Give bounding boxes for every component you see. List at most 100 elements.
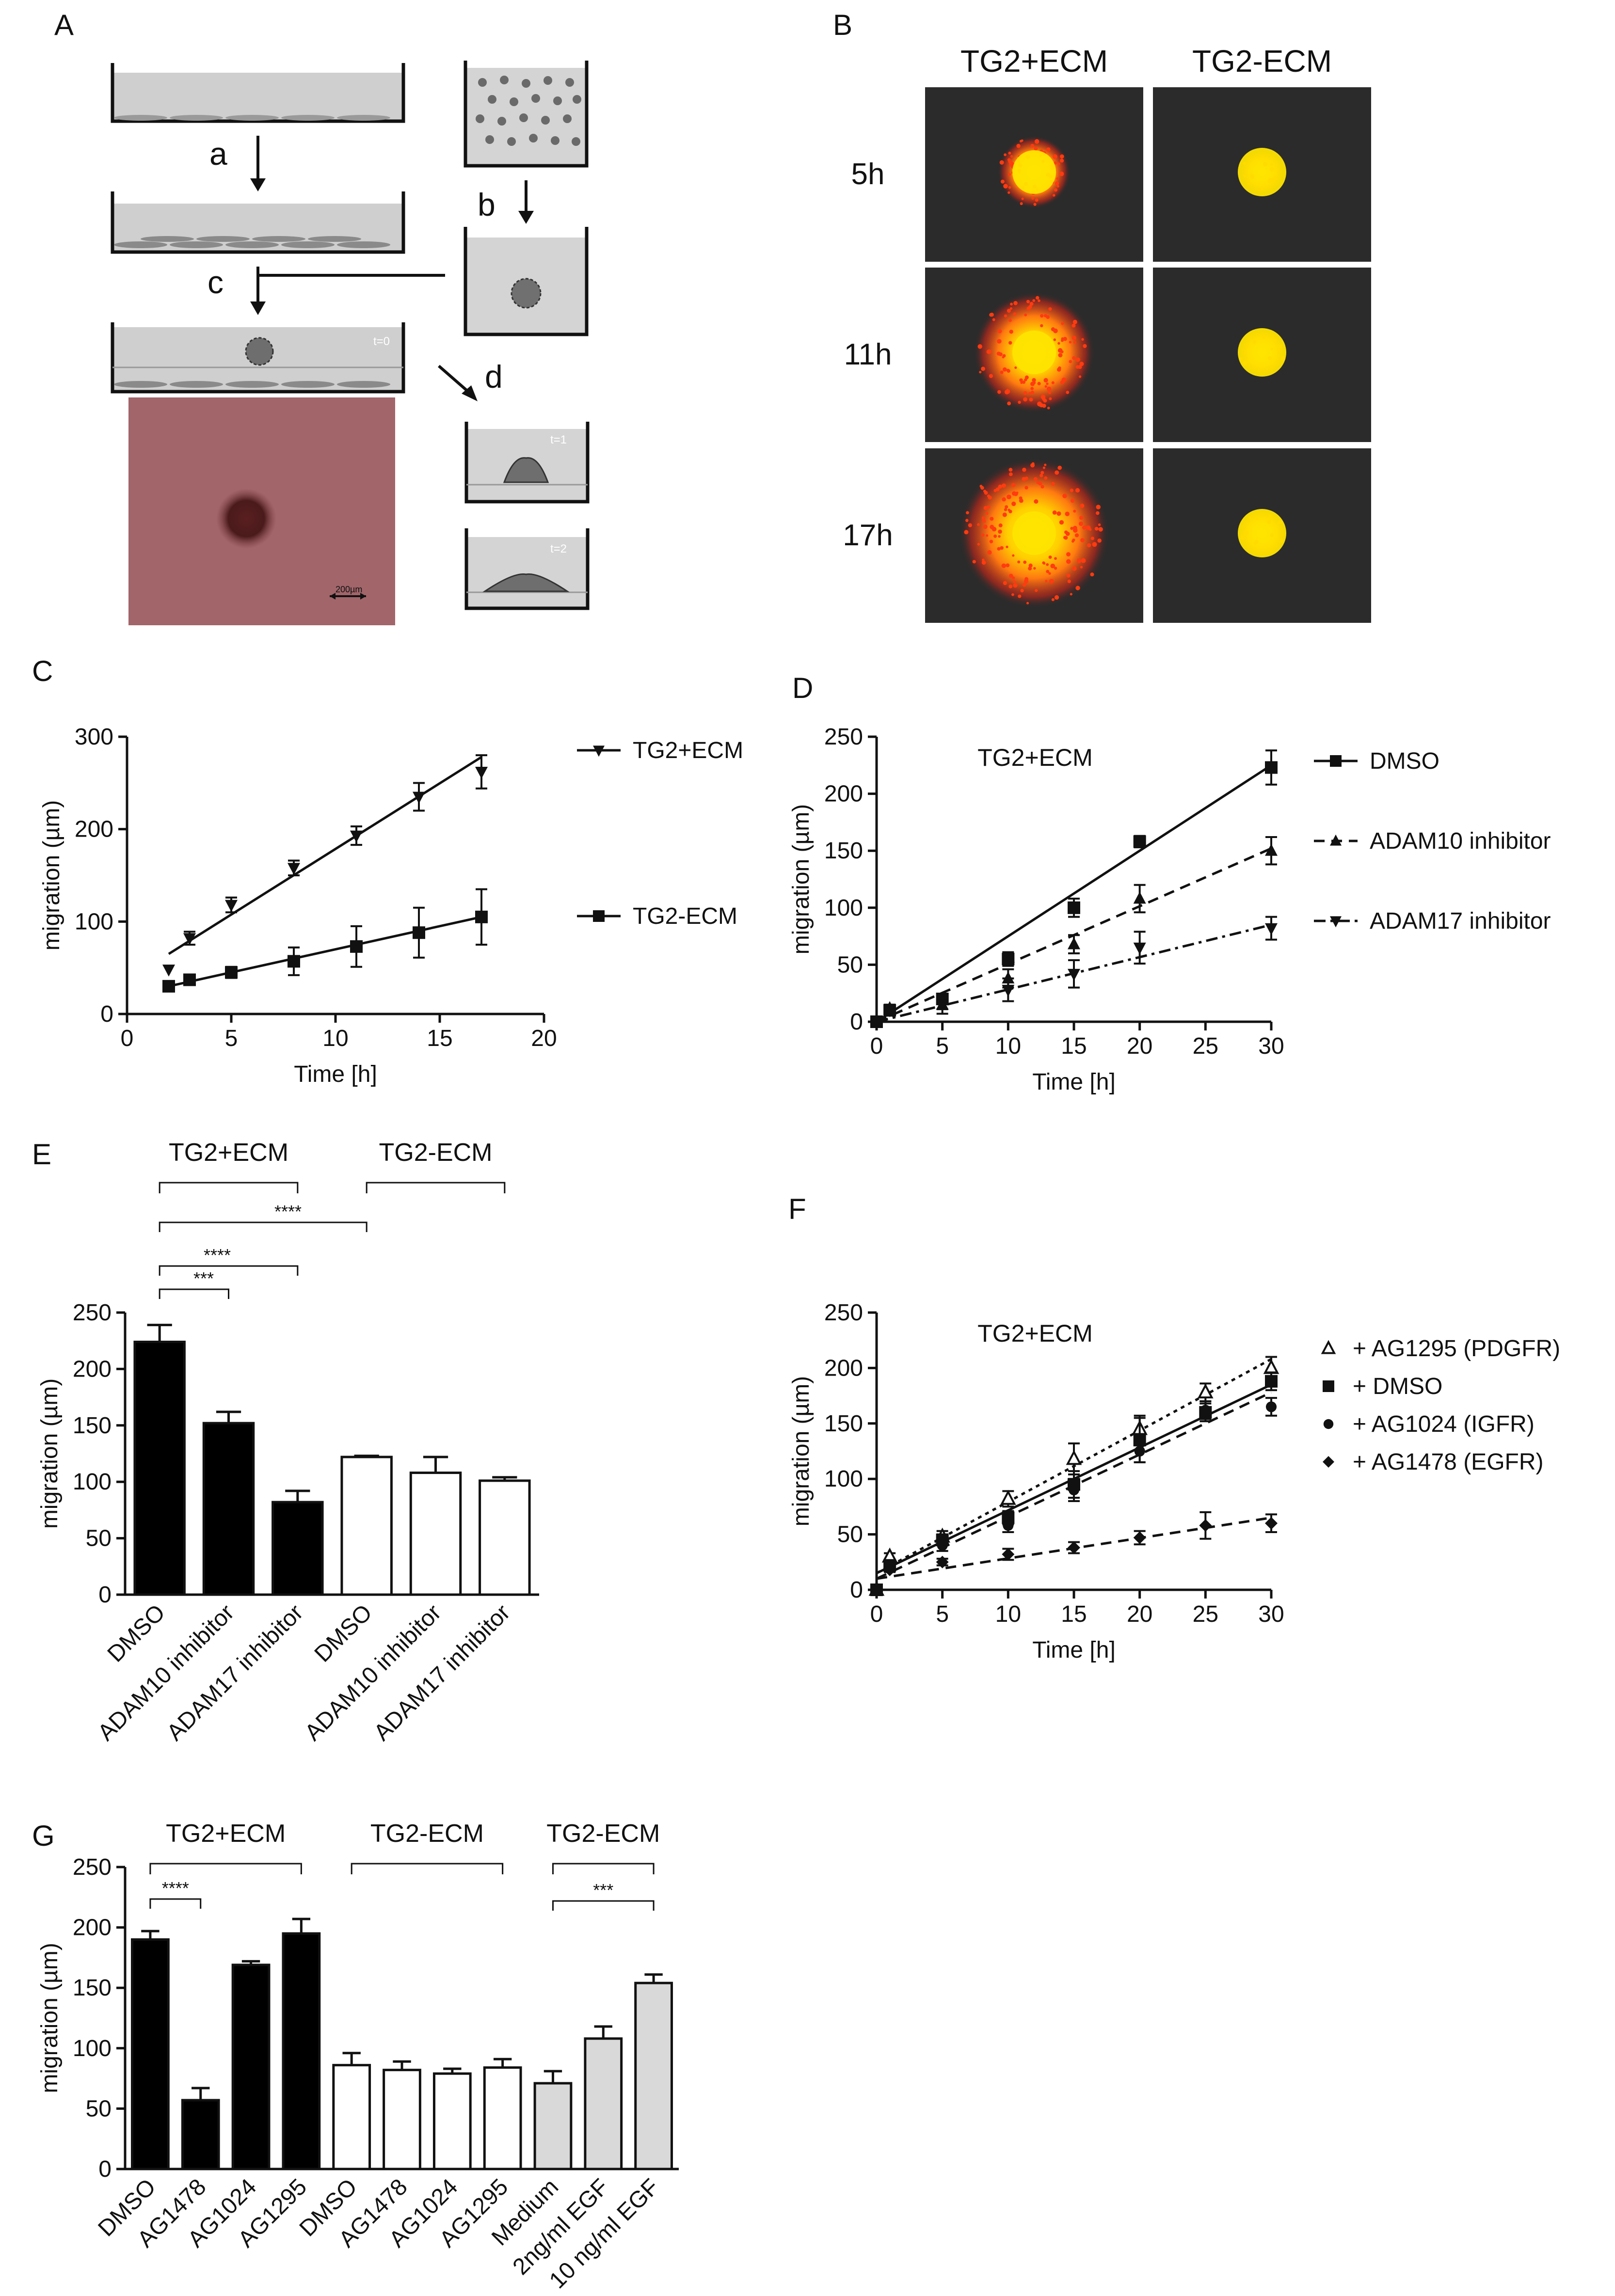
migrating-cell — [997, 547, 1001, 551]
data-point — [1068, 968, 1080, 981]
migrating-cell — [1054, 161, 1057, 165]
migrating-cell — [1096, 511, 1100, 515]
migrating-cell — [1040, 314, 1044, 318]
data-point — [183, 933, 196, 945]
legend-entry: + AG1024 (IGFR) — [1323, 1411, 1535, 1437]
bar — [332, 2064, 371, 2170]
migrating-cell — [1069, 341, 1072, 344]
migrating-cell — [1096, 505, 1101, 509]
migrating-cell — [1064, 536, 1068, 540]
migrating-cell — [1005, 505, 1008, 509]
x-tick-label: 25 — [1193, 1601, 1218, 1627]
x-tick-label: 10 — [322, 1026, 348, 1051]
bar — [202, 1422, 255, 1596]
significance-label: *** — [593, 1880, 613, 1900]
migrating-cell — [1090, 572, 1094, 577]
migrating-cell — [987, 550, 992, 555]
significance-label: *** — [193, 1268, 214, 1288]
migrating-cell — [1054, 567, 1057, 570]
y-tick-label: 300 — [75, 724, 113, 750]
migrating-cell — [1020, 202, 1023, 206]
migrating-cell — [985, 512, 989, 515]
migrating-cell — [1012, 491, 1017, 496]
migrating-cell — [1057, 162, 1060, 165]
data-point — [350, 940, 363, 953]
migrating-cell — [1060, 154, 1064, 158]
migrating-cell — [1019, 378, 1023, 382]
migrating-cell — [1016, 491, 1019, 494]
migrating-cell — [1069, 360, 1072, 364]
bar — [409, 1472, 462, 1596]
migrating-cell — [981, 533, 985, 537]
data-point — [1265, 923, 1278, 935]
migrating-cell — [1079, 362, 1084, 366]
migrating-cell — [1034, 139, 1039, 144]
migrating-cell — [1077, 558, 1080, 561]
migrating-cell — [1023, 397, 1027, 402]
y-tick-label: 100 — [73, 2036, 112, 2061]
migrating-cell — [990, 524, 994, 529]
data-point — [183, 973, 196, 986]
migrating-cell — [1083, 344, 1087, 348]
migrating-cell — [1054, 557, 1057, 560]
migrating-cell — [982, 519, 986, 523]
significance-bracket — [159, 1288, 229, 1299]
bar — [634, 1981, 673, 2170]
migrating-cell — [1005, 390, 1009, 395]
migrating-cell — [1051, 381, 1055, 384]
migrating-cell — [1008, 472, 1013, 476]
panel-b-microscopy: TG2+ECM TG2-ECM 5h 11h 17h — [843, 44, 1371, 623]
data-point — [1134, 1445, 1145, 1457]
migrating-cell — [1078, 375, 1082, 378]
y-tick-label: 250 — [73, 1854, 112, 1880]
migrating-cell — [1002, 512, 1007, 517]
legend-entry: + AG1478 (EGFR) — [1323, 1449, 1544, 1475]
migrating-cell — [996, 351, 1001, 356]
panel-letter-b: B — [833, 9, 852, 41]
legend-entry: ADAM17 inhibitor — [1314, 908, 1551, 934]
data-point — [937, 1540, 948, 1551]
migrating-cell — [1035, 589, 1038, 592]
migrating-cell — [1000, 179, 1005, 184]
y-tick-label: 0 — [850, 1577, 863, 1603]
y-tick-label: 200 — [73, 1915, 112, 1941]
migrating-cell — [1007, 508, 1010, 511]
x-axis-label: Time [h] — [1032, 1069, 1116, 1095]
spheroid-core — [1238, 148, 1286, 196]
y-axis-label: migration (µm) — [788, 804, 814, 954]
legend-entry: TG2-ECM — [577, 903, 737, 929]
migrating-cell — [1079, 516, 1084, 520]
migrating-cell — [977, 344, 982, 349]
migrating-cell — [1029, 397, 1033, 402]
data-point — [1198, 1383, 1214, 1399]
migrating-cell — [1097, 538, 1102, 543]
migrating-cell — [964, 530, 969, 535]
data-point — [1265, 1517, 1278, 1530]
data-point — [162, 965, 175, 977]
data-point — [1002, 1548, 1015, 1561]
migrating-cell — [1000, 370, 1004, 374]
migrating-cell — [977, 543, 980, 546]
series-0 — [162, 754, 488, 977]
migrating-cell — [989, 374, 993, 378]
migrating-cell — [1007, 309, 1011, 313]
migrating-cell — [1072, 525, 1077, 531]
data-point — [162, 980, 175, 993]
migrating-cell — [1010, 302, 1013, 306]
panel-letter-g: G — [32, 1820, 55, 1852]
migrating-cell — [977, 523, 980, 526]
data-point — [883, 1005, 896, 1017]
bar — [340, 1456, 393, 1596]
migrating-cell — [1057, 348, 1063, 353]
migrating-cell — [1026, 300, 1030, 303]
migrating-cell — [989, 539, 993, 543]
migrating-cell — [1055, 181, 1059, 186]
migrating-cell — [1035, 198, 1039, 202]
migrating-cell — [1006, 545, 1008, 548]
migrating-cell — [1009, 318, 1012, 321]
migrating-cell — [1059, 520, 1064, 525]
y-axis-label: migration (µm) — [37, 1378, 63, 1529]
x-tick-label: 20 — [1127, 1601, 1152, 1627]
